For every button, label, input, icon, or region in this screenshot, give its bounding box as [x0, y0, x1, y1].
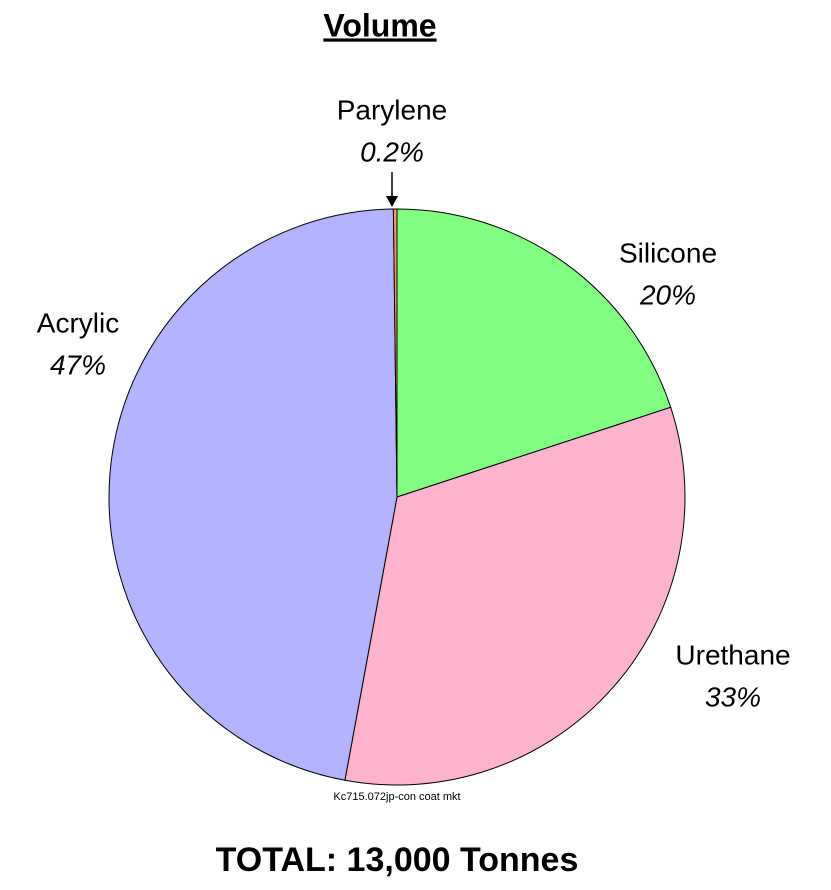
slice-value-label: 33% [705, 681, 761, 712]
total-label: TOTAL: 13,000 Tonnes [216, 841, 579, 879]
slice-value-label: 0.2% [360, 136, 424, 167]
slice-label: Silicone [619, 237, 717, 268]
chart-title: Volume [323, 7, 436, 43]
slice-value-label: 20% [639, 279, 696, 310]
callout-arrowhead [386, 196, 398, 207]
pie-slice [392, 208, 398, 498]
source-note: Kc715.072jp-con coat mkt [333, 791, 460, 803]
pie-slice [396, 208, 672, 498]
slice-label: Acrylic [37, 307, 119, 338]
pie-slice [108, 208, 398, 781]
slice-label: Urethane [675, 639, 790, 670]
slice-value-label: 47% [50, 349, 106, 380]
slice-label: Parylene [337, 94, 448, 125]
pie-slice [344, 406, 686, 786]
